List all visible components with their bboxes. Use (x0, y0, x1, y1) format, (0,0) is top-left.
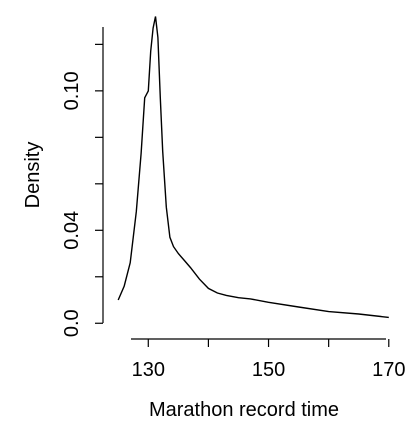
y-tick-label: 0.10 (61, 71, 83, 110)
x-tick-label: 170 (372, 359, 405, 381)
y-tick-label: 0.04 (61, 211, 83, 250)
x-axis-label: Marathon record time (149, 399, 339, 421)
y-axis-label: Density (22, 142, 44, 209)
x-tick-label: 130 (132, 359, 165, 381)
density-series-line (117, 16, 389, 319)
y-tick-label: 0.0 (61, 309, 83, 337)
x-tick-label: 150 (252, 359, 285, 381)
